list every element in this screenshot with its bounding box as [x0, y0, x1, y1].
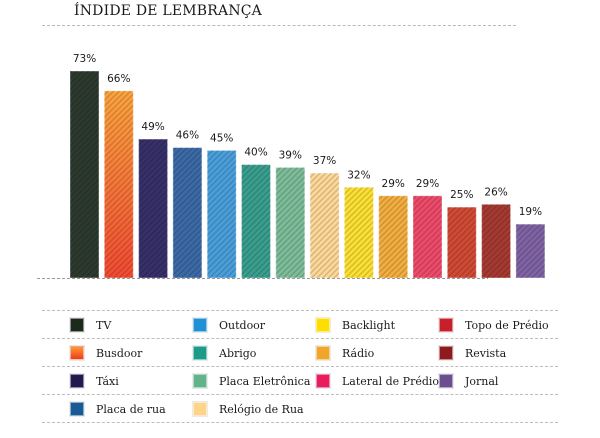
- bar-hatch-jornal: [515, 224, 545, 278]
- legend-label: Placa Eletrônica: [219, 374, 311, 388]
- bar-hatch-taxi: [138, 139, 168, 278]
- legend: TV Outdoor Backlight Topo de Prédio Busd…: [42, 310, 558, 423]
- legend-item-tv: TV: [70, 318, 111, 332]
- legend-swatch: [193, 402, 207, 416]
- data-label-relogio-de-rua: 37%: [313, 155, 336, 167]
- legend-item-busdoor: Busdoor: [70, 346, 142, 360]
- legend-label: Jornal: [465, 374, 499, 388]
- legend-swatch: [439, 374, 453, 388]
- legend-label: Backlight: [342, 318, 396, 332]
- legend-swatch: [316, 318, 330, 332]
- legend-item-topo-de-predio: Topo de Prédio: [439, 318, 549, 332]
- title-divider: [42, 25, 516, 26]
- legend-label: Outdoor: [219, 318, 266, 332]
- legend-label: Rádio: [342, 346, 375, 360]
- data-label-placa-eletronica: 39%: [279, 149, 302, 161]
- data-label-revista: 26%: [484, 186, 507, 198]
- data-label-placa-de-rua: 46%: [176, 130, 199, 142]
- chart-title: ÍNDIDE DE LEMBRANÇA: [74, 3, 262, 19]
- bar-hatch-busdoor: [104, 90, 134, 279]
- data-label-jornal: 19%: [519, 206, 542, 218]
- legend-item-jornal: Jornal: [439, 374, 498, 388]
- bar-hatch-placa-de-rua: [172, 147, 202, 278]
- legend-item-taxi: Táxi: [70, 374, 119, 388]
- legend-item-radio: Rádio: [316, 346, 374, 360]
- legend-item-revista: Revista: [439, 346, 506, 360]
- legend-row: Busdoor Abrigo Rádio Revista: [42, 338, 558, 366]
- bar-hatch-abrigo: [241, 164, 271, 278]
- legend-label: Topo de Prédio: [465, 318, 549, 332]
- legend-swatch: [70, 318, 84, 332]
- bar-hatch-topo-de-predio: [447, 207, 477, 278]
- bar-hatch-radio: [378, 195, 408, 278]
- legend-label: Placa de rua: [96, 402, 166, 416]
- legend-label: Táxi: [96, 374, 119, 388]
- legend-label: Abrigo: [219, 346, 257, 360]
- legend-item-backlight: Backlight: [316, 318, 395, 332]
- legend-swatch: [316, 346, 330, 360]
- bar-hatch-tv: [70, 71, 99, 278]
- legend-item-placa-de-rua: Placa de rua: [70, 402, 166, 416]
- legend-swatch: [193, 346, 207, 360]
- legend-item-relogio-de-rua: Relógio de Rua: [193, 402, 304, 416]
- legend-row: Táxi Placa Eletrônica Lateral de Prédio …: [42, 366, 558, 394]
- data-label-abrigo: 40%: [244, 147, 267, 159]
- bar-hatch-placa-eletronica: [275, 167, 305, 278]
- legend-label: Relógio de Rua: [219, 402, 304, 416]
- bar-hatch-backlight: [344, 187, 374, 278]
- bar-chart: 73% 66% 49% 46% 45% 40% 39% 37% 32% 29% 29% 25% 26% 1…: [37, 53, 546, 279]
- legend-swatch: [70, 402, 84, 416]
- legend-swatch: [70, 346, 84, 360]
- data-label-busdoor: 66%: [107, 73, 130, 85]
- legend-label: TV: [96, 318, 112, 332]
- legend-label: Busdoor: [96, 346, 143, 360]
- legend-item-outdoor: Outdoor: [193, 318, 265, 332]
- data-label-radio: 29%: [382, 178, 405, 190]
- data-label-outdoor: 45%: [210, 132, 233, 144]
- legend-swatch: [70, 374, 84, 388]
- data-label-taxi: 49%: [141, 121, 164, 133]
- legend-swatch: [193, 318, 207, 332]
- legend-row: Placa de rua Relógio de Rua: [42, 394, 558, 423]
- legend-row: TV Outdoor Backlight Topo de Prédio: [42, 310, 558, 338]
- bar-hatch-relogio-de-rua: [310, 173, 340, 278]
- bar-hatch-outdoor: [207, 150, 237, 278]
- legend-swatch: [439, 318, 453, 332]
- legend-swatch: [439, 346, 453, 360]
- data-label-topo-de-predio: 25%: [450, 189, 473, 201]
- data-label-lateral-de-predio: 29%: [416, 178, 439, 190]
- bar-hatch-lateral-de-predio: [413, 195, 442, 278]
- legend-swatch: [316, 374, 330, 388]
- legend-item-lateral-de-predio: Lateral de Prédio: [316, 374, 439, 388]
- data-label-tv: 73%: [73, 53, 96, 65]
- bar-hatch-revista: [481, 204, 511, 278]
- legend-swatch: [193, 374, 207, 388]
- data-label-backlight: 32%: [347, 169, 370, 181]
- legend-label: Revista: [465, 346, 507, 360]
- legend-item-placa-eletronica: Placa Eletrônica: [193, 374, 310, 388]
- legend-label: Lateral de Prédio: [342, 374, 440, 388]
- legend-item-abrigo: Abrigo: [193, 346, 256, 360]
